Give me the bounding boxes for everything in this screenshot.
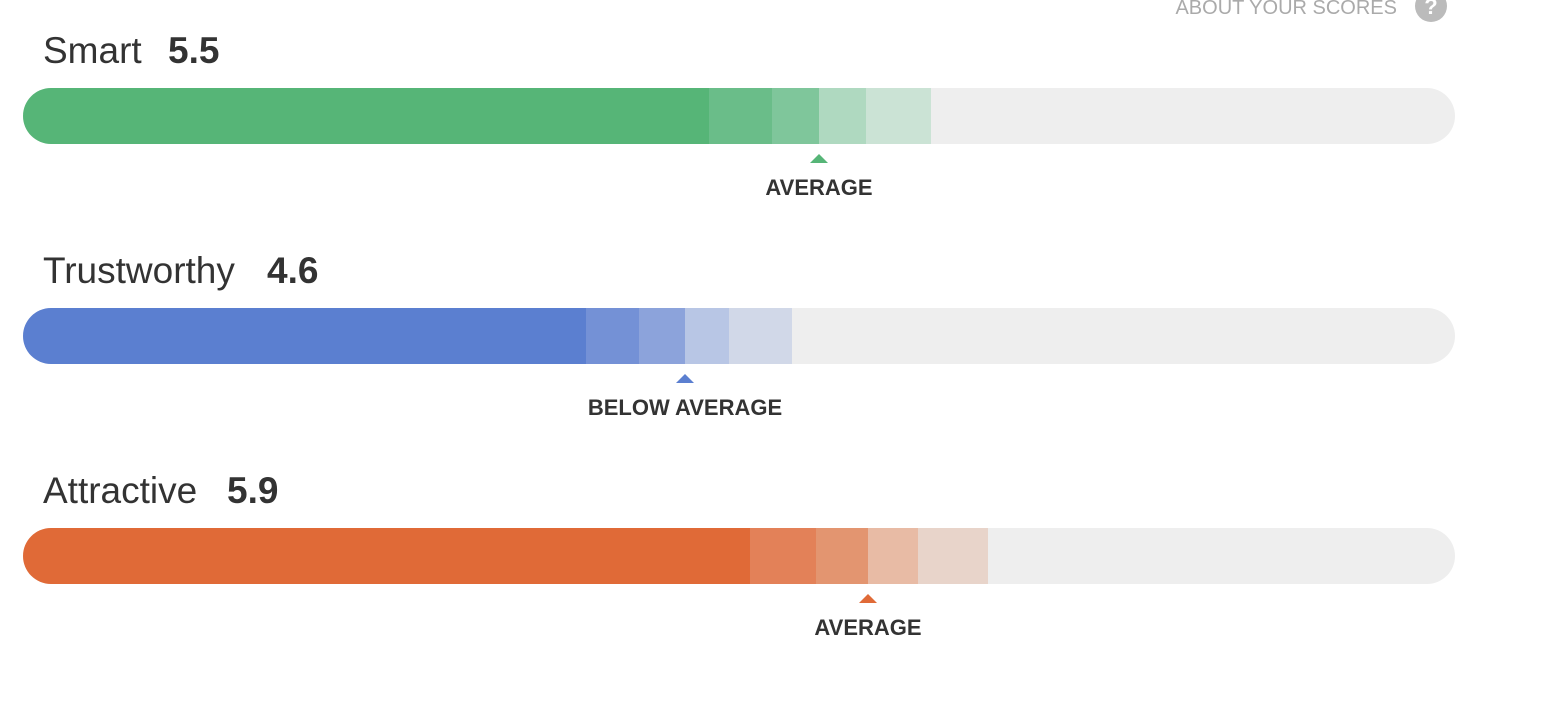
bar-segment [23, 88, 709, 144]
score-bar [23, 308, 1455, 364]
bar-segment [819, 88, 866, 144]
help-icon-glyph: ? [1424, 0, 1437, 19]
score-name: Smart [43, 30, 142, 71]
score-name: Trustworthy [43, 250, 235, 291]
bar-segment [709, 88, 772, 144]
score-name: Attractive [43, 470, 197, 511]
rating-label: AVERAGE [765, 175, 872, 200]
bar-segment [866, 88, 931, 144]
average-marker [859, 594, 877, 603]
score-value: 4.6 [267, 250, 318, 291]
bar-segment [729, 308, 792, 364]
rating-label: AVERAGE [814, 615, 921, 640]
bar-segment [816, 528, 868, 584]
about-scores-link[interactable]: ABOUT YOUR SCORES [1175, 0, 1397, 19]
rating-label: BELOW AVERAGE [588, 395, 782, 420]
score-value: 5.9 [227, 470, 278, 511]
bar-segment [750, 528, 816, 584]
bar-segment [23, 308, 586, 364]
average-marker [810, 154, 828, 163]
bar-segment [23, 528, 750, 584]
bar-segment [918, 528, 988, 584]
bar-segment [639, 308, 685, 364]
help-icon[interactable] [1415, 0, 1447, 22]
average-marker [676, 374, 694, 383]
score-value: 5.5 [168, 30, 219, 71]
score-bar [23, 88, 1455, 144]
bar-segment [772, 88, 819, 144]
bar-segment [586, 308, 639, 364]
score-bar [23, 528, 1455, 584]
bar-segment [685, 308, 729, 364]
bar-segment [868, 528, 918, 584]
